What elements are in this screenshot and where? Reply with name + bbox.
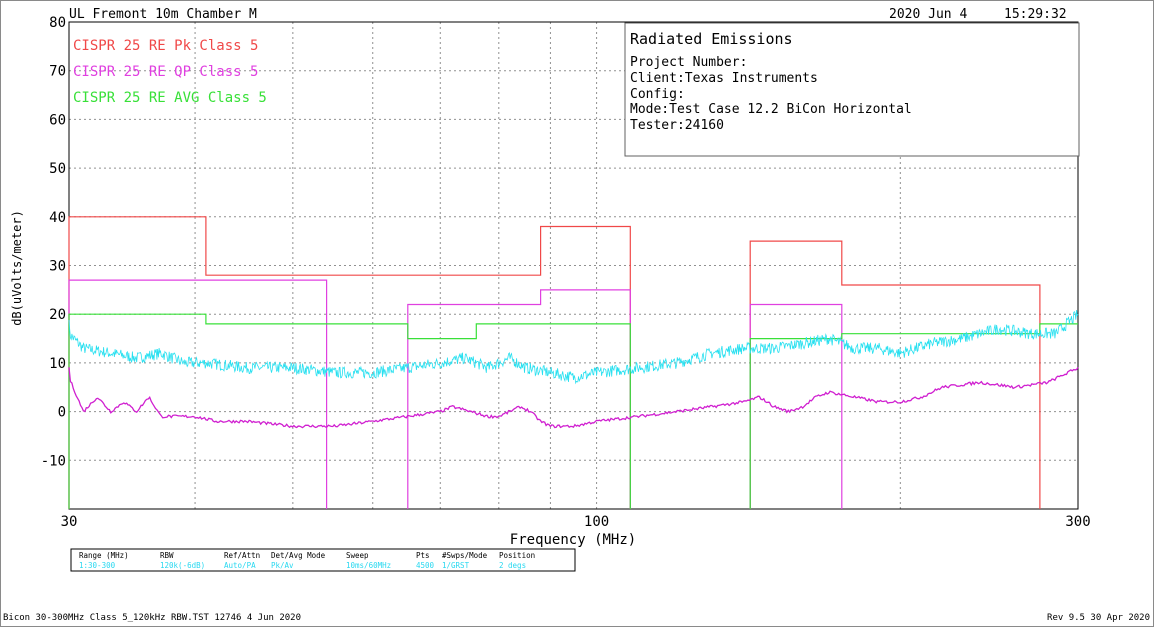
info-box-title: Radiated Emissions — [630, 30, 793, 48]
y-tick-label: 40 — [49, 210, 66, 226]
legend: CISPR 25 RE Pk Class 5 CISPR 25 RE QP Cla… — [73, 38, 267, 106]
y-tick-label: 50 — [49, 161, 66, 177]
settings-header: Range (MHz) — [79, 551, 129, 560]
settings-value: 2 degs — [499, 561, 526, 570]
info-line-tester: Tester:24160 — [630, 118, 724, 133]
y-tick-label: -10 — [41, 453, 66, 469]
y-axis-ticks: 80 70 60 50 40 30 20 10 0 -10 — [41, 15, 66, 469]
settings-header: Position — [499, 551, 535, 560]
x-tick-label: 100 — [584, 514, 609, 530]
limit-lines — [68, 216, 1078, 509]
x-axis-ticks: 30 100 300 — [61, 514, 1091, 530]
settings-value: Pk/Av — [271, 561, 294, 570]
settings-value: 1/GRST — [442, 561, 470, 570]
y-axis-label: dB(uVolts/meter) — [10, 210, 24, 326]
report-date: 2020 Jun 4 — [889, 7, 967, 22]
trace-avg_trace — [68, 367, 1079, 429]
x-axis-label: Frequency (MHz) — [510, 532, 636, 548]
settings-cells: Range (MHz) RBW Ref/Attn Det/Avg Mode Sweep P… — [79, 551, 535, 570]
settings-header: Det/Avg Mode — [271, 551, 326, 560]
report-time: 15:29:32 — [1004, 7, 1067, 22]
settings-value: 1:30-300 — [79, 561, 116, 570]
settings-value: 4500 — [416, 561, 435, 570]
legend-entry: CISPR 25 RE QP Class 5 — [73, 64, 258, 80]
info-line-client: Client:Texas Instruments — [630, 71, 818, 86]
settings-header: Ref/Attn — [224, 551, 260, 560]
limit-line-avg_limit — [68, 313, 1078, 509]
y-tick-label: 70 — [49, 64, 66, 80]
trace-pk_trace — [68, 309, 1079, 385]
info-line-mode: Mode:Test Case 12.2 BiCon Horizontal — [630, 102, 912, 117]
legend-entry: CISPR 25 RE Pk Class 5 — [73, 38, 258, 54]
settings-value: Auto/PA — [224, 561, 256, 570]
chamber-title: UL Fremont 10m Chamber M — [69, 7, 257, 22]
legend-entry: CISPR 25 RE AVG Class 5 — [73, 90, 267, 106]
x-tick-label: 30 — [61, 514, 78, 530]
x-tick-label: 300 — [1065, 514, 1090, 530]
settings-value: 120k(-6dB) — [160, 561, 205, 570]
settings-header: Sweep — [346, 551, 369, 560]
grid — [69, 22, 1078, 509]
limit-line-pk_limit — [68, 216, 1041, 509]
y-tick-label: 60 — [49, 112, 66, 128]
y-tick-label: 10 — [49, 356, 66, 372]
y-tick-label: 0 — [58, 405, 66, 421]
footer-test-file: Bicon 30-300MHz Class 5_120kHz RBW.TST 1… — [3, 613, 301, 623]
footer-revision: Rev 9.5 30 Apr 2020 — [1047, 613, 1150, 623]
y-tick-label: 20 — [49, 307, 66, 323]
y-tick-label: 80 — [49, 15, 66, 31]
settings-header: Pts — [416, 551, 430, 560]
y-tick-label: 30 — [49, 259, 66, 275]
info-box — [624, 22, 1080, 157]
info-line-project: Project Number: — [630, 55, 747, 70]
settings-header: #Swps/Mode — [442, 551, 488, 560]
info-line-config: Config: — [630, 87, 685, 102]
settings-table — [70, 548, 576, 572]
measurement-traces — [68, 309, 1079, 429]
settings-header: RBW — [160, 551, 174, 560]
settings-value: 10ms/60MHz — [346, 561, 391, 570]
